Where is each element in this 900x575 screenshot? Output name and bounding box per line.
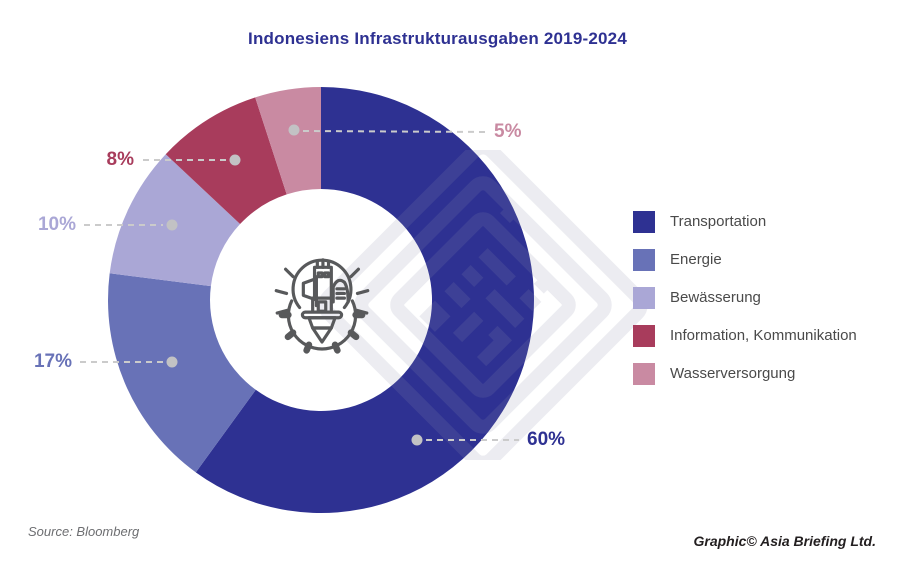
- legend-item-information-kommunikation: Information, Kommunikation: [633, 325, 857, 347]
- legend-swatch-transportation: [633, 211, 655, 233]
- legend-item-transportation: Transportation: [633, 211, 857, 233]
- donut-slice-information-kommunikation: [165, 97, 287, 225]
- donut-slice-energie: [107, 273, 256, 473]
- legend-label: Transportation: [670, 213, 767, 230]
- donut-slice-wasserversorgung: [255, 87, 321, 195]
- donut-slice-transportation: [195, 87, 534, 513]
- slice-label-wasserversorgung: 5%: [494, 121, 522, 142]
- slice-label-energie: 17%: [33, 351, 72, 372]
- legend-label: Energie: [670, 251, 722, 268]
- legend-swatch-energie: [633, 249, 655, 271]
- legend: Transportation Energie Bewässerung Infor…: [633, 211, 857, 401]
- source-note: Source: Bloomberg: [28, 524, 140, 539]
- legend-item-energie: Energie: [633, 249, 857, 271]
- credit-note: Graphic© Asia Briefing Ltd.: [693, 533, 877, 549]
- legend-item-wasserversorgung: Wasserversorgung: [633, 363, 857, 385]
- legend-item-bewaesserung: Bewässerung: [633, 287, 857, 309]
- city-lightbulb-gear-icon: [274, 258, 370, 354]
- chart-title: Indonesiens Infrastrukturausgaben 2019-2…: [248, 29, 627, 48]
- legend-swatch-wasserversorgung: [633, 363, 655, 385]
- donut-slice-bew-sserung: [109, 154, 241, 287]
- slice-label-bewaesserung: 10%: [37, 214, 76, 235]
- legend-swatch-information-kommunikation: [633, 325, 655, 347]
- legend-label: Information, Kommunikation: [670, 327, 857, 344]
- slice-label-information-kommunikation: 8%: [106, 149, 134, 170]
- slice-label-transportation: 60%: [527, 429, 566, 450]
- legend-label: Wasserversorgung: [670, 365, 796, 382]
- legend-label: Bewässerung: [670, 289, 761, 306]
- legend-swatch-bewaesserung: [633, 287, 655, 309]
